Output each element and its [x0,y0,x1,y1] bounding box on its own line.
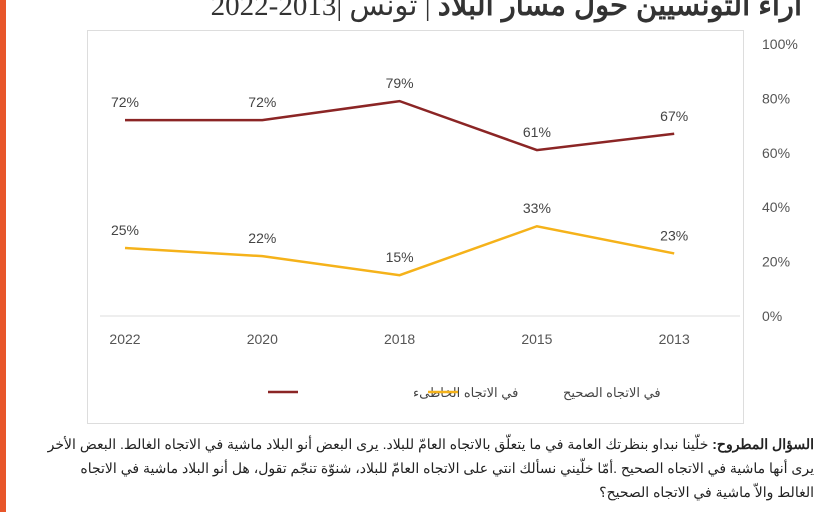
line-chart: 0% 20% 40% 60% 80% 100% 2022 2020 2018 2015 2013 72… [100,36,798,401]
x-tick-label: 2022 [109,331,140,347]
x-tick-label: 2013 [659,331,690,347]
y-tick-label: 80% [762,90,790,106]
question-label: السؤال المطروح: [712,436,814,452]
legend-label-wrong: في الاتجاه الخاطىء [413,385,518,400]
data-label: 67% [660,108,688,124]
data-label: 61% [523,124,551,140]
accent-stripe [0,0,6,512]
data-label: 33% [523,200,551,216]
data-label: 72% [248,94,276,110]
x-tick-label: 2015 [521,331,552,347]
y-tick-label: 100% [762,36,798,52]
x-tick-label: 2018 [384,331,415,347]
y-tick-label: 60% [762,145,790,161]
series-line-1 [124,224,675,277]
series-line-0 [125,99,675,152]
y-tick-label: 40% [762,199,790,215]
data-label: 23% [660,227,688,243]
legend-label-right: في الاتجاه الصحيح [563,385,661,401]
chart-title: آراء التونسيين حول مسار البلاد | تونس |2… [210,0,802,22]
data-label: 25% [111,222,139,238]
x-tick-label: 2020 [247,331,278,347]
chart-frame [87,30,744,424]
data-label: 72% [111,94,139,110]
data-label: 22% [248,230,276,246]
data-label: 79% [386,75,414,91]
y-tick-label: 0% [762,308,782,324]
data-label: 15% [386,249,414,265]
y-tick-label: 20% [762,254,790,270]
question-text: السؤال المطروح: خلّينا نبداو بنظرتك العا… [47,436,814,500]
